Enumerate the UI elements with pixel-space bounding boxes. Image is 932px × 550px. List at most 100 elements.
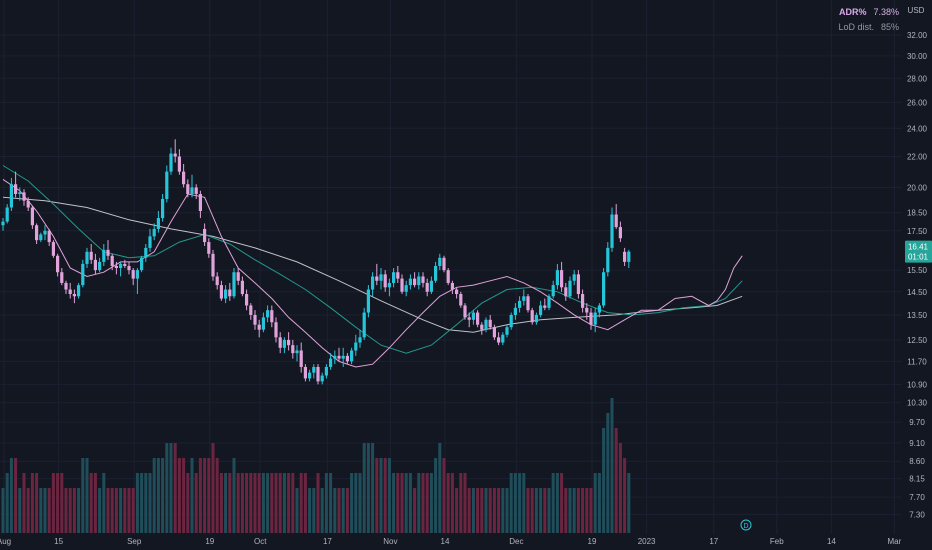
candle-body[interactable]	[30, 207, 34, 226]
candle-body[interactable]	[606, 247, 610, 273]
candle-body[interactable]	[459, 294, 463, 306]
candle-body[interactable]	[161, 199, 165, 219]
candle-body[interactable]	[261, 317, 265, 330]
candle-body[interactable]	[39, 234, 43, 241]
candle-body[interactable]	[295, 350, 299, 354]
candle-body[interactable]	[602, 272, 606, 306]
candle-body[interactable]	[333, 355, 337, 359]
candle-body[interactable]	[429, 280, 433, 292]
candle-body[interactable]	[505, 327, 509, 335]
candle-body[interactable]	[240, 280, 244, 295]
candle-body[interactable]	[497, 337, 501, 343]
time-axis[interactable]: Aug15Sep19Oct17Nov14Dec19202317Feb14Mar2…	[0, 537, 932, 546]
candle-body[interactable]	[270, 310, 274, 323]
candle-body[interactable]	[434, 265, 438, 281]
candle-body[interactable]	[215, 276, 219, 286]
candle-body[interactable]	[585, 307, 589, 313]
candle-body[interactable]	[257, 324, 261, 330]
candle-body[interactable]	[522, 296, 526, 301]
candle-body[interactable]	[408, 278, 412, 286]
candle-body[interactable]	[560, 270, 564, 288]
candle-body[interactable]	[165, 171, 169, 200]
candle-body[interactable]	[597, 305, 601, 313]
candle-body[interactable]	[156, 218, 160, 229]
candle-body[interactable]	[488, 319, 492, 328]
candle-body[interactable]	[186, 184, 190, 195]
candle-body[interactable]	[413, 278, 417, 286]
candle-body[interactable]	[392, 272, 396, 283]
candle-body[interactable]	[480, 324, 484, 330]
candle-body[interactable]	[476, 312, 480, 325]
candle-body[interactable]	[43, 230, 47, 235]
candle-body[interactable]	[282, 339, 286, 348]
candle-body[interactable]	[98, 261, 102, 271]
candle-body[interactable]	[169, 153, 173, 172]
candle-body[interactable]	[9, 184, 13, 208]
candle-body[interactable]	[22, 192, 26, 201]
candle-body[interactable]	[131, 270, 135, 279]
candle-body[interactable]	[228, 289, 232, 297]
candle-body[interactable]	[539, 305, 543, 315]
candle-body[interactable]	[618, 227, 622, 239]
candle-body[interactable]	[350, 350, 354, 362]
candle-body[interactable]	[274, 322, 278, 338]
candle-body[interactable]	[56, 255, 60, 273]
candle-body[interactable]	[177, 156, 181, 172]
candle-body[interactable]	[110, 255, 114, 266]
candle-body[interactable]	[576, 274, 580, 295]
candle-body[interactable]	[72, 294, 76, 297]
candle-body[interactable]	[236, 272, 240, 281]
candle-body[interactable]	[614, 214, 618, 228]
candle-body[interactable]	[362, 312, 366, 338]
candle-body[interactable]	[534, 314, 538, 323]
candle-body[interactable]	[308, 372, 312, 379]
candle-body[interactable]	[148, 236, 152, 248]
candle-body[interactable]	[68, 289, 72, 295]
candle-body[interactable]	[64, 282, 68, 290]
candle-body[interactable]	[627, 251, 631, 262]
candle-body[interactable]	[379, 274, 383, 281]
candle-body[interactable]	[123, 263, 127, 266]
candle-body[interactable]	[249, 305, 253, 315]
candle-body[interactable]	[509, 314, 513, 328]
candle-body[interactable]	[114, 265, 118, 269]
candle-body[interactable]	[1, 221, 5, 226]
candle-body[interactable]	[438, 257, 442, 266]
candlesticks[interactable]	[1, 139, 631, 385]
candle-body[interactable]	[14, 184, 18, 195]
event-badge[interactable]: D	[740, 519, 752, 531]
candle-body[interactable]	[211, 253, 215, 277]
candle-body[interactable]	[26, 200, 30, 208]
candle-body[interactable]	[312, 366, 316, 373]
candle-body[interactable]	[383, 274, 387, 288]
candle-body[interactable]	[253, 314, 257, 325]
candle-body[interactable]	[5, 207, 9, 222]
candle-body[interactable]	[324, 366, 328, 376]
candle-body[interactable]	[89, 251, 93, 260]
candle-body[interactable]	[144, 247, 148, 258]
candle-body[interactable]	[425, 282, 429, 292]
candle-body[interactable]	[198, 194, 202, 211]
candle-body[interactable]	[400, 278, 404, 292]
candle-body[interactable]	[387, 282, 391, 288]
candle-body[interactable]	[93, 259, 97, 271]
candle-body[interactable]	[501, 334, 505, 343]
candle-body[interactable]	[530, 310, 534, 323]
candle-body[interactable]	[140, 257, 144, 271]
candle-body[interactable]	[299, 350, 303, 367]
candle-body[interactable]	[610, 214, 614, 248]
candle-body[interactable]	[203, 228, 207, 243]
candle-body[interactable]	[102, 249, 106, 262]
candle-body[interactable]	[354, 342, 358, 351]
candle-body[interactable]	[492, 327, 496, 338]
candle-body[interactable]	[77, 285, 81, 297]
candle-body[interactable]	[581, 294, 585, 308]
candle-body[interactable]	[190, 187, 194, 195]
candle-body[interactable]	[135, 270, 139, 279]
candle-body[interactable]	[207, 242, 211, 254]
candle-body[interactable]	[18, 192, 22, 195]
candle-body[interactable]	[467, 317, 471, 320]
candle-body[interactable]	[421, 276, 425, 283]
candle-body[interactable]	[375, 276, 379, 281]
